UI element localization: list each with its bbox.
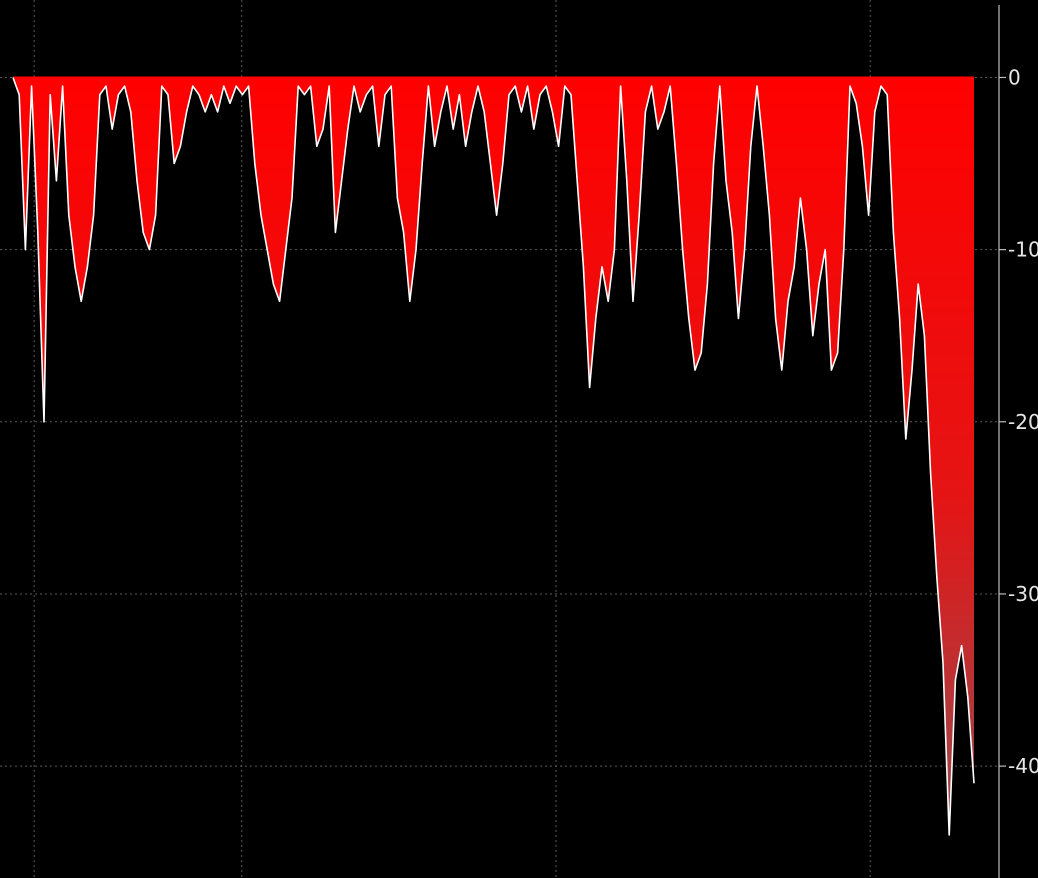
- y-tick-label: -40: [1008, 754, 1038, 778]
- y-tick-label: -10: [1008, 238, 1038, 262]
- y-tick-label: 0: [1008, 65, 1021, 89]
- y-axis: 0 -10 -20 -30 -40: [999, 65, 1038, 778]
- y-tick-label: -30: [1008, 582, 1038, 606]
- drawdown-line: [12, 77, 975, 836]
- y-tick-label: -20: [1008, 410, 1038, 434]
